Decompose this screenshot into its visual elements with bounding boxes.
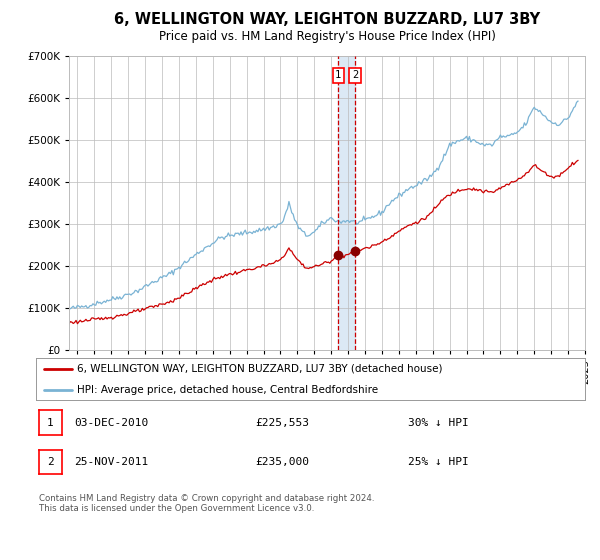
Text: 1: 1 [335,70,341,80]
Text: 25% ↓ HPI: 25% ↓ HPI [408,457,469,467]
Bar [338,56,355,350]
Text: Price paid vs. HM Land Registry's House Price Index (HPI): Price paid vs. HM Land Registry's House … [158,30,496,43]
Text: £235,000: £235,000 [255,457,309,467]
Text: 03-DEC-2010: 03-DEC-2010 [74,418,148,428]
Text: 6, WELLINGTON WAY, LEIGHTON BUZZARD, LU7 3BY: 6, WELLINGTON WAY, LEIGHTON BUZZARD, LU7… [114,12,540,27]
Text: £225,553: £225,553 [255,418,309,428]
Text: 2: 2 [352,70,358,80]
Text: 25-NOV-2011: 25-NOV-2011 [74,457,148,467]
Text: 30% ↓ HPI: 30% ↓ HPI [408,418,469,428]
Text: 1: 1 [47,418,54,428]
Text: 2: 2 [47,457,54,467]
Text: Contains HM Land Registry data © Crown copyright and database right 2024.
This d: Contains HM Land Registry data © Crown c… [39,494,374,514]
Text: 6, WELLINGTON WAY, LEIGHTON BUZZARD, LU7 3BY (detached house): 6, WELLINGTON WAY, LEIGHTON BUZZARD, LU7… [77,364,443,374]
Text: HPI: Average price, detached house, Central Bedfordshire: HPI: Average price, detached house, Cent… [77,385,379,395]
